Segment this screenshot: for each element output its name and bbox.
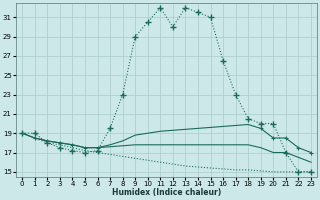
X-axis label: Humidex (Indice chaleur): Humidex (Indice chaleur) (112, 188, 221, 197)
